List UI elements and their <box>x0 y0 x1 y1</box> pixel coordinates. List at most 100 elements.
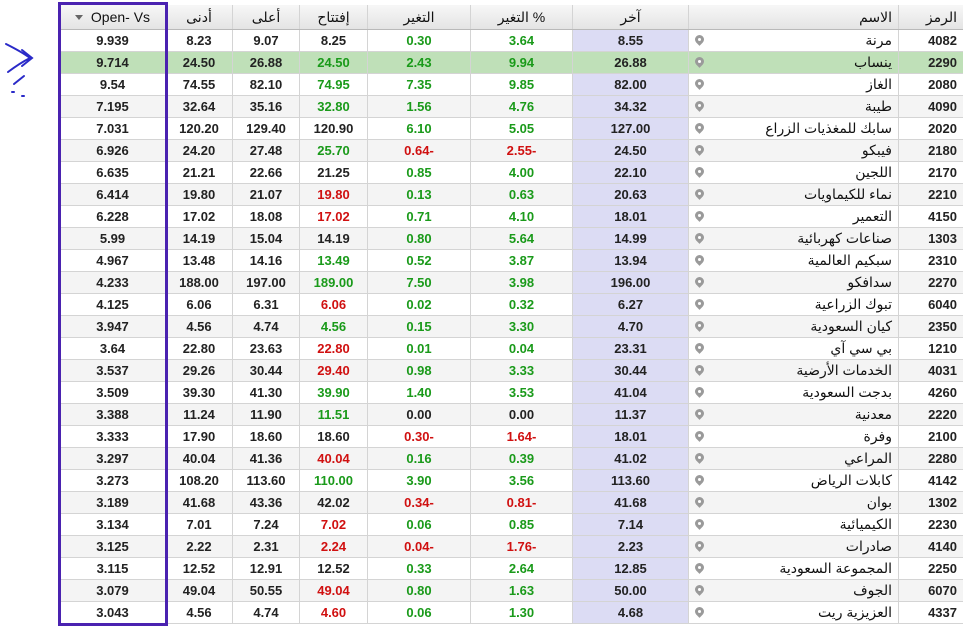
cell-last: 24.50 <box>573 140 689 161</box>
table-row[interactable]: 4.233 188.00 197.00 189.00 7.50 3.98 196.00 سدا… <box>60 272 963 294</box>
header-name[interactable]: الاسم <box>689 5 899 29</box>
table-row[interactable]: 3.115 12.52 12.91 12.52 0.33 2.64 12.85 المجموع… <box>60 558 963 580</box>
map-pin-icon[interactable] <box>695 167 704 178</box>
map-pin-icon[interactable] <box>695 431 704 442</box>
cell-open-vs: 3.388 <box>60 404 166 425</box>
cell-change: 0.98 <box>368 360 471 381</box>
header-change[interactable]: التغير <box>368 5 471 29</box>
map-pin-icon[interactable] <box>695 101 704 112</box>
map-pin-icon[interactable] <box>695 299 704 310</box>
table-row[interactable]: 4.967 13.48 14.16 13.49 0.52 3.87 13.94 سبكيم ا… <box>60 250 963 272</box>
cell-last: 2.23 <box>573 536 689 557</box>
cell-symbol: 4337 <box>928 605 957 620</box>
cell-open: 40.04 <box>300 448 368 469</box>
cell-open-vs: 3.125 <box>60 536 166 557</box>
map-pin-icon[interactable] <box>695 233 704 244</box>
header-low[interactable]: أدنى <box>166 5 233 29</box>
table-row[interactable]: 6.228 17.02 18.08 17.02 0.71 4.10 18.01 التعمير… <box>60 206 963 228</box>
cell-low: 32.64 <box>166 96 233 117</box>
cell-name: التعمير <box>689 206 899 227</box>
map-pin-icon[interactable] <box>695 255 704 266</box>
table-row[interactable]: 3.333 17.90 18.60 18.60 0.30- 1.64- 18.01 وفرة 2… <box>60 426 963 448</box>
table-row[interactable]: 3.134 7.01 7.24 7.02 0.06 0.85 7.14 الكيميائية 2… <box>60 514 963 536</box>
map-pin-icon[interactable] <box>695 343 704 354</box>
cell-open-vs: 3.273 <box>60 470 166 491</box>
map-pin-icon[interactable] <box>695 189 704 200</box>
map-pin-icon[interactable] <box>695 497 704 508</box>
map-pin-icon[interactable] <box>695 387 704 398</box>
table-row[interactable]: 9.714 24.50 26.88 24.50 2.43 9.94 26.88 ينساب 22… <box>60 52 963 74</box>
stock-table: Open- Vs أدنى أعلى إفتتاح التغير التغير … <box>60 5 963 624</box>
header-high[interactable]: أعلى <box>233 5 300 29</box>
table-row[interactable]: 3.079 49.04 50.55 49.04 0.80 1.63 50.00 الجوف 60… <box>60 580 963 602</box>
cell-symbol: 4140 <box>928 539 957 554</box>
company-name: الخدمات الأرضية <box>796 362 892 378</box>
map-pin-icon[interactable] <box>695 211 704 222</box>
cell-open-vs: 6.926 <box>60 140 166 161</box>
table-row[interactable]: 3.509 39.30 41.30 39.90 1.40 3.53 41.04 بدجت ال… <box>60 382 963 404</box>
table-row[interactable]: 3.273 108.20 113.60 110.00 3.90 3.56 113.60 كاب… <box>60 470 963 492</box>
map-pin-icon[interactable] <box>695 123 704 134</box>
cell-low: 17.02 <box>166 206 233 227</box>
cell-name: نماء للكيماويات <box>689 184 899 205</box>
map-pin-icon[interactable] <box>695 585 704 596</box>
map-pin-icon[interactable] <box>695 563 704 574</box>
table-row[interactable]: 3.297 40.04 41.36 40.04 0.16 0.39 41.02 المراعي… <box>60 448 963 470</box>
map-pin-icon[interactable] <box>695 541 704 552</box>
table-row[interactable]: 3.189 41.68 43.36 42.02 0.34- 0.81- 41.68 بوان 1… <box>60 492 963 514</box>
cell-high: 129.40 <box>233 118 300 139</box>
cell-symbol: 2250 <box>928 561 957 576</box>
table-row[interactable]: 3.64 22.80 23.63 22.80 0.01 0.04 23.31 بي سي آي… <box>60 338 963 360</box>
map-pin-icon[interactable] <box>695 607 704 618</box>
cell-low: 39.30 <box>166 382 233 403</box>
map-pin-icon[interactable] <box>695 409 704 420</box>
cell-change-pct: 2.64 <box>471 558 573 579</box>
header-symbol[interactable]: الرمز <box>925 8 957 25</box>
map-pin-icon[interactable] <box>695 453 704 464</box>
map-pin-icon[interactable] <box>695 475 704 486</box>
table-row[interactable]: 5.99 14.19 15.04 14.19 0.80 5.64 14.99 صناعات ك… <box>60 228 963 250</box>
cell-change: 0.33 <box>368 558 471 579</box>
map-pin-icon[interactable] <box>695 35 704 46</box>
cell-high: 43.36 <box>233 492 300 513</box>
table-row[interactable]: 6.635 21.21 22.66 21.25 0.85 4.00 22.10 اللجين 2… <box>60 162 963 184</box>
company-name: مرنة <box>865 32 892 48</box>
cell-open: 110.00 <box>300 470 368 491</box>
cell-change-pct: 1.30 <box>471 602 573 623</box>
table-row[interactable]: 3.947 4.56 4.74 4.56 0.15 3.30 4.70 كيان السعود… <box>60 316 963 338</box>
cell-open-vs: 3.115 <box>60 558 166 579</box>
map-pin-icon[interactable] <box>695 79 704 90</box>
map-pin-icon[interactable] <box>695 519 704 530</box>
table-row[interactable]: 4.125 6.06 6.31 6.06 0.02 0.32 6.27 تبوك الزراع… <box>60 294 963 316</box>
cell-high: 22.66 <box>233 162 300 183</box>
table-row[interactable]: 6.926 24.20 27.48 25.70 0.64- 2.55- 24.50 فيبكو… <box>60 140 963 162</box>
table-row[interactable]: 7.195 32.64 35.16 32.80 1.56 4.76 34.32 طيبة 409… <box>60 96 963 118</box>
table-row[interactable]: 9.54 74.55 82.10 74.95 7.35 9.85 82.00 الغاز 208… <box>60 74 963 96</box>
table-row[interactable]: 3.125 2.22 2.31 2.24 0.04- 1.76- 2.23 صادرات 414… <box>60 536 963 558</box>
cell-low: 188.00 <box>166 272 233 293</box>
cell-high: 113.60 <box>233 470 300 491</box>
map-pin-icon[interactable] <box>695 365 704 376</box>
header-open[interactable]: إفتتاح <box>300 5 368 29</box>
cell-open: 21.25 <box>300 162 368 183</box>
header-change-pct[interactable]: التغير % <box>471 5 573 29</box>
table-row[interactable]: 6.414 19.80 21.07 19.80 0.13 0.63 20.63 نماء لل… <box>60 184 963 206</box>
cell-last: 127.00 <box>573 118 689 139</box>
cell-name: فيبكو <box>689 140 899 161</box>
header-last[interactable]: آخر <box>573 5 689 29</box>
table-row[interactable]: 7.031 120.20 129.40 120.90 6.10 5.05 127.00 ساب… <box>60 118 963 140</box>
cell-symbol: 4031 <box>928 363 957 378</box>
table-row[interactable]: 3.043 4.56 4.74 4.60 0.06 1.30 4.68 العزيزية ري… <box>60 602 963 624</box>
map-pin-icon[interactable] <box>695 321 704 332</box>
map-pin-icon[interactable] <box>695 57 704 68</box>
cell-name: الجوف <box>689 580 899 601</box>
table-row[interactable]: 9.939 8.23 9.07 8.25 0.30 3.64 8.55 مرنة 4082 <box>60 30 963 52</box>
header-open-vs[interactable]: Open- Vs <box>60 5 166 29</box>
cell-symbol: 1303 <box>928 231 957 246</box>
map-pin-icon[interactable] <box>695 277 704 288</box>
company-name: نماء للكيماويات <box>803 186 892 202</box>
map-pin-icon[interactable] <box>695 145 704 156</box>
cell-open: 42.02 <box>300 492 368 513</box>
table-row[interactable]: 3.388 11.24 11.90 11.51 0.00 0.00 11.37 معدنية 2… <box>60 404 963 426</box>
table-row[interactable]: 3.537 29.26 30.44 29.40 0.98 3.33 30.44 الخدمات… <box>60 360 963 382</box>
